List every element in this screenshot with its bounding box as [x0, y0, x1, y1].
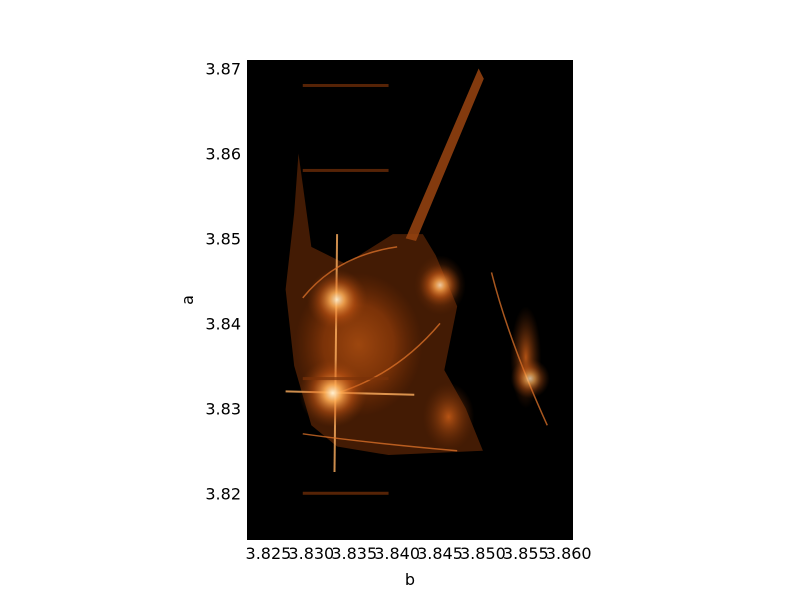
speckle-band-3 [302, 168, 389, 172]
x-tick-label: 3.835 [331, 544, 377, 563]
filament-right-arc [490, 272, 548, 426]
x-tick-label: 3.845 [417, 544, 463, 563]
x-tick-label: 3.825 [246, 544, 292, 563]
filament-lower-arc [302, 433, 458, 452]
speckle-band-1 [302, 491, 389, 495]
x-tick-label: 3.860 [546, 544, 592, 563]
y-axis-ticks: 3.82 3.83 3.84 3.85 3.86 3.87 [205, 59, 251, 503]
x-tick-label: 3.855 [503, 544, 549, 563]
x-tick-label: 3.850 [460, 544, 506, 563]
y-tick-label: 3.83 [205, 399, 241, 418]
hot-spot-1 [298, 359, 367, 428]
x-tick-label: 3.830 [288, 544, 334, 563]
y-tick-label: 3.86 [205, 144, 241, 163]
y-tick-label: 3.87 [205, 59, 241, 78]
y-axis-label: a [178, 295, 197, 305]
speckle-band-4 [302, 83, 389, 87]
x-tick-label: 3.840 [374, 544, 420, 563]
y-tick-label: 3.82 [205, 484, 241, 503]
heatmap-layer [285, 68, 550, 495]
x-axis-label: b [405, 570, 415, 589]
y-tick-label: 3.84 [205, 314, 241, 333]
y-tick-label: 3.85 [205, 229, 241, 248]
hot-spot-3 [419, 264, 462, 307]
diagonal-spike [405, 68, 484, 241]
right-lobe-lower [422, 382, 475, 451]
hot-spot-2 [306, 269, 368, 330]
speckle-band-2 [302, 377, 389, 381]
hot-spot-4 [510, 358, 550, 399]
